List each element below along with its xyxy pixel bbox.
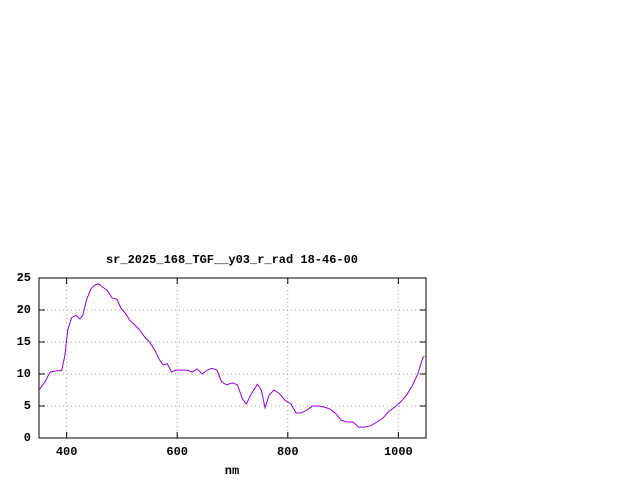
y-tick-label: 0 bbox=[24, 431, 31, 445]
x-tick-label: 1000 bbox=[384, 445, 413, 459]
data-line bbox=[38, 283, 425, 428]
y-tick-label: 5 bbox=[24, 399, 31, 413]
x-tick-label: 400 bbox=[56, 445, 78, 459]
y-tick-label: 20 bbox=[17, 303, 31, 317]
y-tick-label: 15 bbox=[17, 335, 31, 349]
y-tick-label: 25 bbox=[17, 271, 31, 285]
x-tick-label: 600 bbox=[166, 445, 188, 459]
chart-title: sr_2025_168_TGF__y03_r_rad 18-46-00 bbox=[106, 253, 358, 267]
plot-border bbox=[38, 277, 427, 439]
x-axis-label: nm bbox=[225, 464, 239, 478]
y-tick-label: 10 bbox=[17, 367, 31, 381]
x-tick-label: 800 bbox=[277, 445, 299, 459]
